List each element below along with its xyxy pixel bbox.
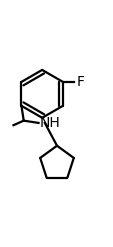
Text: F: F (76, 75, 84, 89)
Text: NH: NH (39, 116, 60, 130)
